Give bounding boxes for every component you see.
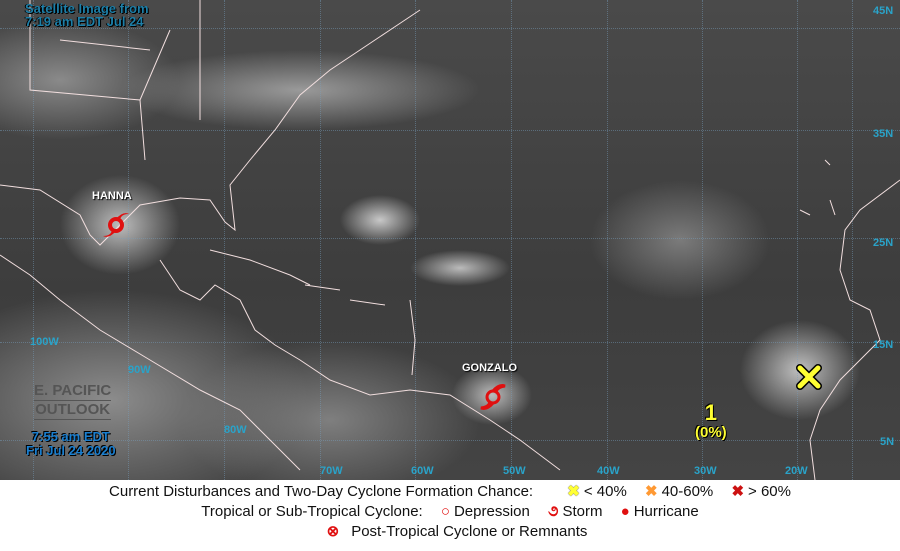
lon-label: 100W (30, 336, 59, 348)
legend-low: < 40% (583, 483, 627, 500)
post-tropical-icon: ⊗ (326, 523, 340, 540)
satellite-map: Satellite Image from 7:19 am EDT Jul 24 … (0, 0, 900, 480)
lon-label: 80W (224, 424, 247, 436)
storm-label-hanna[interactable]: HANNA (92, 190, 132, 202)
storm-legend-icon: ૭ (548, 503, 559, 520)
lat-label: 15N (873, 339, 894, 351)
legend-mid: 40-60% (661, 483, 714, 500)
legend-high: > 60% (748, 483, 791, 500)
lon-label: 60W (411, 465, 434, 477)
legend-depression: Depression (453, 503, 530, 520)
legend-post-tropical: Post-Tropical Cyclone or Remnants (351, 523, 588, 540)
legend-cyclone-label: Tropical or Sub-Tropical Cyclone: (201, 503, 423, 520)
lon-label: 70W (320, 465, 343, 477)
depression-icon: ○ (440, 503, 450, 520)
storm-icon[interactable] (479, 383, 507, 411)
lat-label: 5N (880, 436, 895, 448)
legend-storm: Storm (562, 503, 603, 520)
issued-time: 7:55 am EDT Fri Jul 24 2020 (26, 430, 116, 458)
storm-label-gonzalo[interactable]: GONZALO (462, 362, 517, 374)
satellite-title: Satellite Image from (25, 1, 149, 16)
legend-disturbances-label: Current Disturbances and Two-Day Cyclone… (109, 483, 534, 500)
disturbance-id: 1 (704, 400, 717, 425)
legend-hurricane: Hurricane (633, 503, 699, 520)
satellite-time: 7:19 am EDT Jul 24 (25, 14, 144, 29)
lon-label: 20W (785, 465, 808, 477)
hurricane-icon[interactable] (101, 210, 131, 240)
issued-time-text: 7:55 am EDT (31, 429, 110, 444)
lat-label: 25N (873, 237, 894, 249)
lon-label: 90W (128, 364, 151, 376)
disturbance-chance: (0%) (695, 424, 727, 441)
lon-label: 50W (503, 465, 526, 477)
outlook-line2: OUTLOOK (34, 401, 112, 420)
disturbance-x-marker[interactable] (796, 364, 822, 390)
orange-x-icon: ✖ (644, 483, 658, 500)
lon-label: 40W (597, 465, 620, 477)
lon-label: 30W (694, 465, 717, 477)
issued-date-text: Fri Jul 24 2020 (26, 443, 116, 458)
e-pacific-outlook-link[interactable]: E. PACIFIC OUTLOOK (34, 382, 112, 420)
hurricane-legend-icon: ● (620, 503, 630, 520)
satellite-timestamp: Satellite Image from 7:19 am EDT Jul 24 (25, 2, 149, 28)
red-x-icon: ✖ (731, 483, 745, 500)
coastlines (0, 0, 900, 480)
yellow-x-icon: ✖ (567, 483, 580, 500)
outlook-line1: E. PACIFIC (34, 382, 112, 401)
lat-label: 45N (873, 5, 894, 17)
lat-label: 35N (873, 128, 894, 140)
disturbance-label[interactable]: 1 (0%) (695, 400, 727, 442)
legend: Current Disturbances and Two-Day Cyclone… (0, 480, 900, 551)
